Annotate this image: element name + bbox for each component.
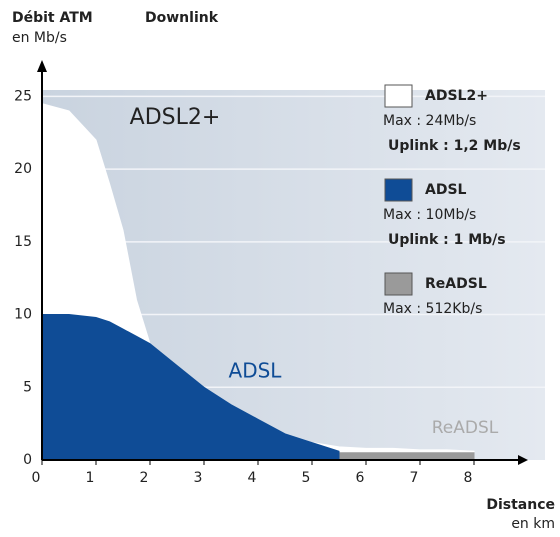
x-tick-label: 3 [194,470,203,486]
y-tick-label: 20 [14,161,32,177]
legend-detail: Max : 10Mb/s [383,207,476,223]
x-axis-unit: en km [511,516,555,532]
legend-swatch [384,272,413,296]
y-axis-arrow [37,60,47,72]
x-tick-label: 5 [302,470,311,486]
y-tick-label: 15 [14,234,32,250]
legend-label: ADSL2+ [425,88,488,104]
series-label: ReADSL [432,418,499,438]
x-tick-label: 4 [248,470,257,486]
legend-swatch [384,84,413,108]
legend-label: ADSL [425,182,467,198]
x-tick-label: 0 [32,470,41,486]
legend-detail: Uplink : 1 Mb/s [388,232,506,248]
legend-detail: Max : 512Kb/s [383,301,482,317]
x-tick-label: 7 [410,470,419,486]
chart-subtitle: Downlink [145,10,219,26]
x-tick-label: 2 [140,470,149,486]
legend-detail: Uplink : 1,2 Mb/s [388,138,521,154]
chart-title: Débit ATM [12,10,93,26]
y-tick-label: 5 [23,379,32,395]
legend-detail: Max : 24Mb/s [383,113,476,129]
x-tick-label: 1 [86,470,95,486]
series-label: ADSL [229,359,283,383]
x-axis-label: Distance [486,497,555,513]
x-tick-label: 6 [356,470,365,486]
area [41,314,340,461]
y-tick-label: 0 [23,452,32,468]
y-tick-label: 25 [14,88,32,104]
legend-swatch [384,178,413,202]
series-label: ADSL2+ [130,105,221,130]
y-axis-label: en Mb/s [12,30,67,46]
legend-label: ReADSL [425,276,487,292]
x-axis-arrow [518,455,528,465]
x-tick-label: 8 [464,470,473,486]
y-tick-label: 10 [14,307,32,323]
